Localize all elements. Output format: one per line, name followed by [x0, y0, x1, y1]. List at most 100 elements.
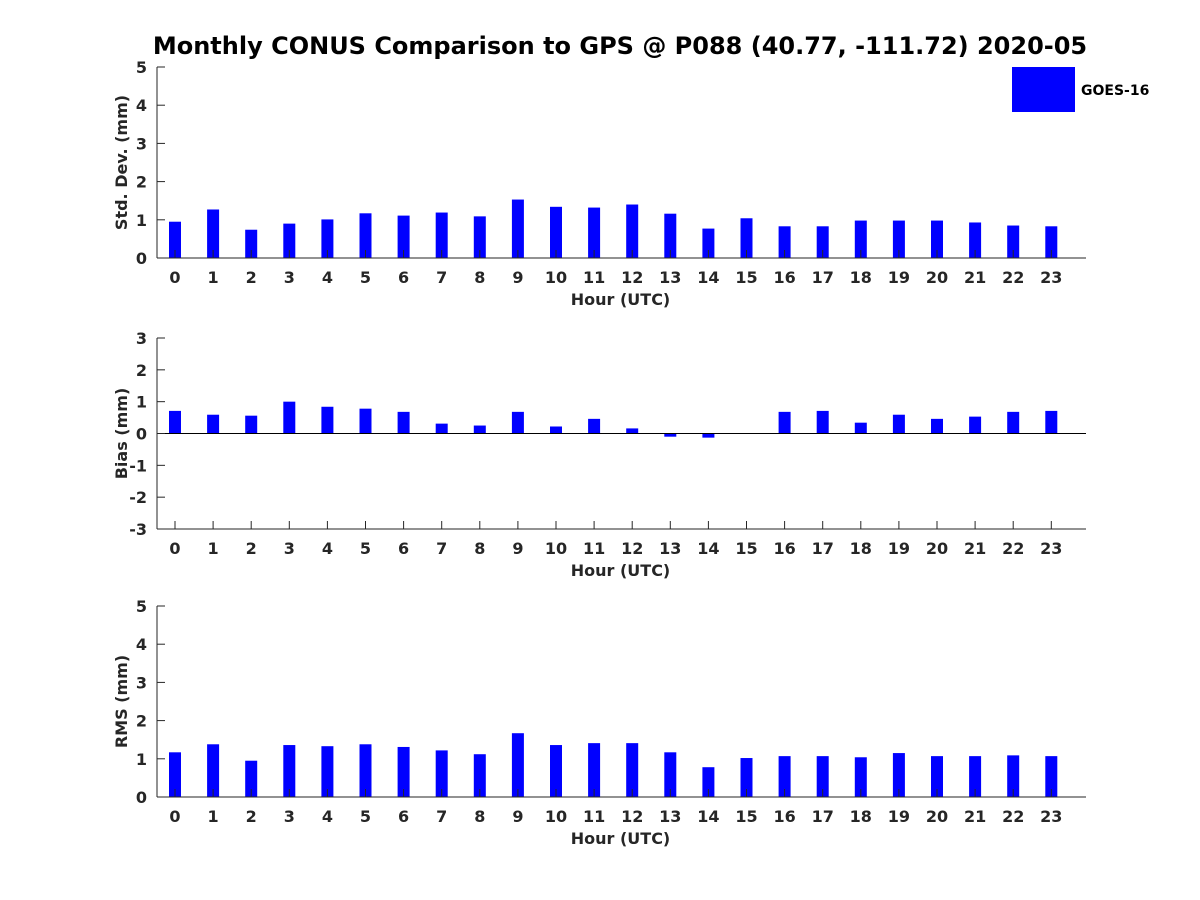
x-tick-label: 12 [621, 807, 643, 826]
x-tick-label: 23 [1040, 268, 1062, 287]
bar-hour-23 [1045, 226, 1058, 258]
bar-hour-22 [1007, 411, 1020, 434]
y-axis-label: Std. Dev. (mm) [112, 95, 131, 230]
bar-hour-6 [397, 215, 410, 258]
bar-hour-22 [1007, 755, 1020, 797]
bar-hour-10 [550, 426, 562, 434]
x-tick-label: 1 [208, 539, 219, 558]
y-tick-label: 2 [136, 173, 147, 192]
bar-hour-12 [626, 204, 639, 258]
bar-hour-5 [359, 744, 372, 797]
x-tick-label: 2 [246, 807, 257, 826]
bar-hour-18 [854, 422, 867, 434]
y-axis-label: Bias (mm) [112, 388, 131, 480]
x-tick-label: 22 [1002, 539, 1024, 558]
bar-hour-20 [931, 418, 943, 434]
y-tick-label: 0 [136, 788, 147, 807]
legend-swatch-goes-16 [1012, 67, 1075, 112]
x-tick-label: 3 [284, 539, 295, 558]
x-tick-label: 8 [474, 268, 485, 287]
x-tick-label: 1 [208, 807, 219, 826]
bar-hour-21 [969, 222, 982, 258]
x-axis-label: Hour (UTC) [571, 290, 671, 309]
bar-hour-9 [511, 733, 524, 797]
x-tick-label: 7 [436, 539, 447, 558]
bar-hour-12 [626, 743, 639, 797]
bar-hour-20 [931, 220, 943, 258]
bar-hour-10 [550, 206, 562, 258]
x-tick-label: 0 [169, 807, 180, 826]
bar-hour-3 [283, 401, 296, 434]
bar-hour-3 [283, 745, 296, 797]
x-tick-label: 12 [621, 268, 643, 287]
bar-hour-14 [702, 433, 715, 438]
x-tick-label: 10 [545, 539, 567, 558]
x-tick-label: 20 [926, 539, 948, 558]
bar-hour-11 [588, 743, 601, 797]
x-tick-label: 2 [246, 539, 257, 558]
y-tick-label: 0 [136, 425, 147, 444]
y-tick-label: 3 [136, 134, 147, 153]
bar-hour-14 [702, 228, 715, 258]
bar-hour-3 [283, 223, 296, 258]
bar-hour-19 [892, 220, 905, 258]
bar-hour-6 [397, 746, 410, 797]
bar-hour-13 [664, 213, 677, 258]
x-tick-label: 14 [697, 539, 719, 558]
y-tick-label: 4 [136, 635, 147, 654]
x-tick-label: 5 [360, 807, 371, 826]
x-tick-label: 21 [964, 268, 986, 287]
y-tick-label: -1 [129, 456, 147, 475]
x-tick-label: 11 [583, 268, 605, 287]
legend-label-goes-16: GOES-16 [1081, 83, 1149, 99]
x-tick-label: 23 [1040, 807, 1062, 826]
x-tick-label: 19 [888, 268, 910, 287]
bar-hour-4 [321, 219, 334, 258]
bar-hour-8 [473, 754, 486, 797]
bar-hour-0 [169, 410, 181, 434]
y-tick-label: -2 [129, 488, 147, 507]
bar-hour-16 [778, 411, 791, 434]
bar-hour-5 [359, 213, 372, 258]
bar-hour-4 [321, 746, 334, 797]
bar-hour-8 [473, 425, 486, 434]
x-tick-label: 19 [888, 807, 910, 826]
x-tick-label: 7 [436, 268, 447, 287]
bar-hour-21 [969, 416, 982, 434]
x-tick-label: 22 [1002, 807, 1024, 826]
y-tick-label: 1 [136, 211, 147, 230]
bar-hour-18 [854, 757, 867, 797]
bar-hour-15 [740, 218, 753, 258]
bar-hour-5 [359, 408, 372, 434]
x-tick-label: 9 [512, 807, 523, 826]
x-tick-label: 17 [812, 539, 834, 558]
bar-hour-13 [664, 433, 677, 437]
x-tick-label: 5 [360, 539, 371, 558]
x-tick-label: 21 [964, 539, 986, 558]
x-tick-label: 16 [773, 539, 795, 558]
x-tick-label: 9 [512, 539, 523, 558]
x-tick-label: 17 [812, 807, 834, 826]
x-tick-label: 11 [583, 539, 605, 558]
x-tick-label: 6 [398, 268, 409, 287]
x-tick-label: 12 [621, 539, 643, 558]
x-tick-label: 5 [360, 268, 371, 287]
bar-hour-17 [816, 226, 829, 258]
y-tick-label: 5 [136, 58, 147, 77]
x-tick-label: 16 [773, 807, 795, 826]
x-tick-label: 3 [284, 268, 295, 287]
y-tick-label: 2 [136, 361, 147, 380]
x-tick-label: 4 [322, 268, 333, 287]
chart-legend: GOES-16 [1012, 67, 1149, 112]
bar-hour-7 [435, 212, 448, 258]
bar-hour-0 [169, 221, 181, 258]
y-tick-label: 2 [136, 712, 147, 731]
x-tick-label: 8 [474, 539, 485, 558]
x-tick-label: 10 [545, 268, 567, 287]
x-tick-label: 21 [964, 807, 986, 826]
bar-hour-1 [207, 209, 220, 258]
bar-hour-7 [435, 750, 448, 797]
